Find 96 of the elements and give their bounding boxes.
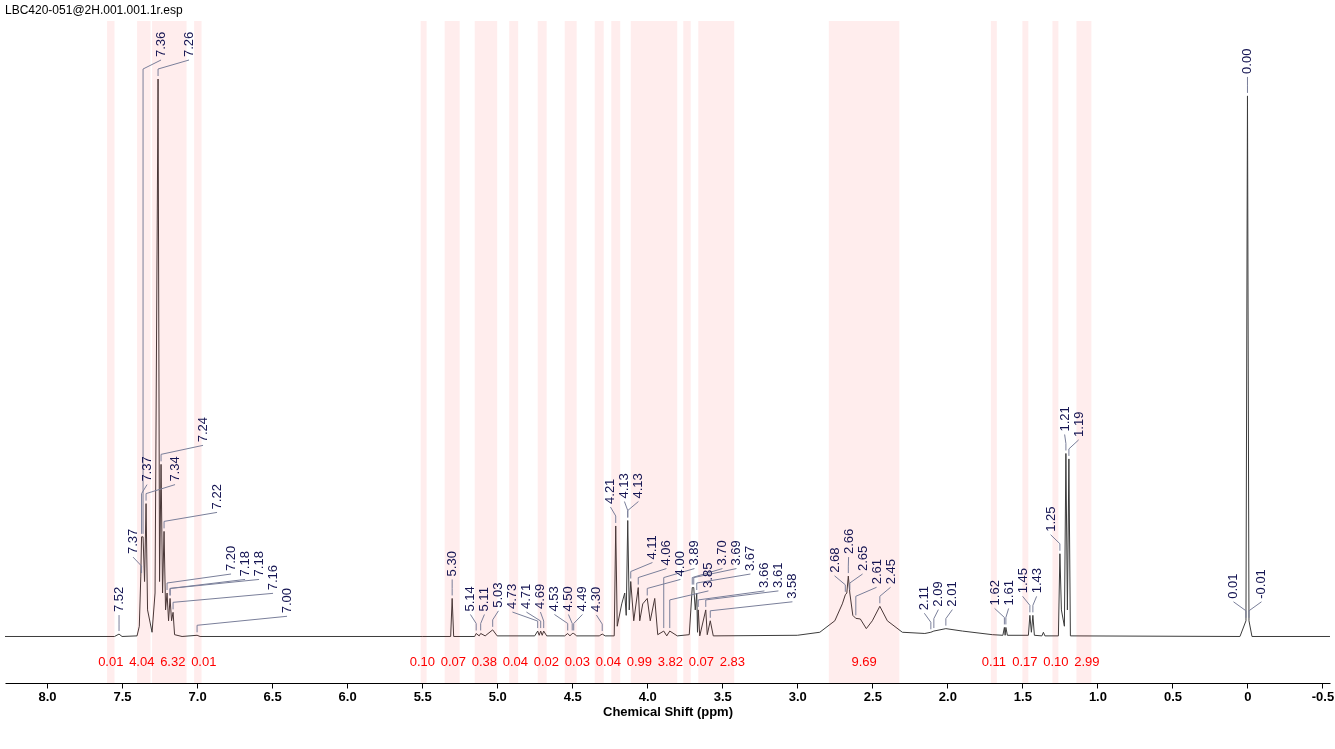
annotation: 4.13: [616, 473, 632, 499]
band-label: 0.02: [533, 654, 560, 670]
annotation: 1.43: [1028, 568, 1044, 594]
x-tick-label: 2.0: [938, 688, 957, 704]
band-label: 4.04: [129, 654, 155, 670]
annotation: 7.52: [111, 586, 127, 613]
annotation: 5.14: [462, 586, 478, 612]
annotation: 3.70: [714, 540, 730, 566]
band-label: 0.04: [502, 654, 529, 670]
band-label: 0.10: [1043, 654, 1069, 670]
annotation: 3.69: [728, 540, 744, 566]
annotation: 4.13: [630, 473, 646, 499]
band-label: 0.38: [471, 654, 498, 670]
annotation: 2.45: [882, 558, 898, 585]
annotation: 4.00: [672, 551, 688, 577]
annotation: 3.67: [742, 545, 758, 571]
annotation: 7.34: [167, 456, 183, 482]
annotation: 4.49: [574, 586, 590, 612]
annotation: 7.37: [125, 528, 141, 555]
annotation: 5.30: [444, 551, 460, 577]
annotation: 4.30: [588, 586, 604, 613]
x-tick-label: 6.5: [263, 688, 282, 704]
annotation: 1.21: [1056, 406, 1072, 432]
band-label: 0.17: [1012, 654, 1038, 670]
annotation: 4.06: [658, 540, 674, 566]
annotation: 2.61: [868, 558, 884, 585]
x-tick-label: 5.5: [413, 688, 432, 704]
x-tick-label: 6.0: [338, 688, 357, 704]
annotation: 4.50: [560, 586, 576, 612]
annotation: 4.71: [518, 583, 534, 610]
annotation: 1.19: [1070, 411, 1086, 437]
annotation: 7.18: [237, 551, 253, 577]
annotation: 2.01: [944, 581, 960, 607]
band-label: 0.07: [688, 654, 715, 670]
x-tick-label: 1.5: [1013, 688, 1032, 704]
x-tick-label: 0: [1244, 688, 1252, 704]
band-label: 0.11: [981, 654, 1007, 670]
band-label: 2.83: [719, 654, 746, 670]
annotation: 2.65: [854, 545, 870, 571]
annotation: 7.26: [181, 31, 197, 57]
annotation: 7.16: [265, 565, 281, 591]
band-label: 3.82: [657, 654, 684, 670]
x-tick-label: 7.0: [188, 688, 207, 704]
annotation: 7.22: [209, 484, 225, 510]
x-tick-label: 1.0: [1088, 688, 1107, 704]
annotation: 4.53: [546, 586, 562, 612]
annotation: 3.58: [784, 573, 800, 599]
annotation: 7.24: [195, 417, 211, 443]
annotation: 3.85: [700, 562, 716, 588]
annotation: 2.09: [930, 581, 946, 607]
annotation: 1.45: [1014, 568, 1030, 594]
annotation: 5.11: [476, 587, 492, 612]
band-label: 2.99: [1074, 654, 1100, 670]
annotation: 1.61: [1000, 580, 1016, 606]
chart-title: LBC420-051@2H.001.001.1r.esp: [5, 3, 183, 17]
annotation: 2.11: [916, 585, 932, 611]
x-tick-label: 8.0: [38, 688, 57, 704]
x-tick-label: 7.5: [113, 688, 132, 704]
x-axis-title: Chemical Shift (ppm): [602, 703, 734, 719]
annotation: 4.73: [504, 583, 520, 610]
x-tick-label: 2.5: [863, 688, 882, 704]
band-label: 0.99: [626, 654, 653, 670]
annotation: 7.00: [279, 587, 295, 614]
band-label: 0.03: [564, 654, 591, 670]
annotation: 0.01: [1225, 573, 1241, 599]
annotation: 7.37: [139, 456, 155, 482]
annotation: 7.18: [251, 551, 267, 577]
annotation: 3.89: [686, 540, 702, 566]
x-tick-label: 4.5: [563, 688, 582, 704]
annotation: 5.03: [490, 582, 506, 608]
annotation: 3.61: [770, 562, 786, 588]
x-tick-label: 0.5: [1163, 688, 1182, 704]
annotation: -0.01: [1253, 569, 1269, 599]
x-tick-label: 5.0: [488, 688, 507, 704]
band-label: 0.07: [440, 654, 467, 670]
annotation: 3.66: [756, 562, 772, 588]
annotation: 1.25: [1042, 506, 1058, 532]
band-label: 0.10: [409, 654, 436, 670]
band-label: 6.32: [160, 654, 186, 670]
x-tick-label: -0.5: [1311, 688, 1335, 704]
band-label: 0.01: [98, 654, 124, 670]
annotation: 4.21: [602, 478, 618, 504]
x-tick-label: 4.0: [638, 688, 657, 704]
x-tick-label: 3.5: [713, 688, 732, 704]
annotation: 7.36: [153, 31, 169, 57]
annotation: 2.68: [826, 547, 842, 573]
band-label: 0.01: [191, 654, 217, 670]
annotation: 4.69: [532, 583, 548, 610]
annotation: 7.20: [223, 545, 239, 571]
annotation: 4.11: [644, 535, 660, 560]
band-label: 0.04: [595, 654, 622, 670]
band-label: 9.69: [851, 654, 877, 670]
annotation: 0.00: [1239, 48, 1255, 74]
x-tick-label: 3.0: [788, 688, 807, 704]
annotation: 1.62: [986, 580, 1002, 606]
annotation: 2.66: [840, 528, 856, 555]
